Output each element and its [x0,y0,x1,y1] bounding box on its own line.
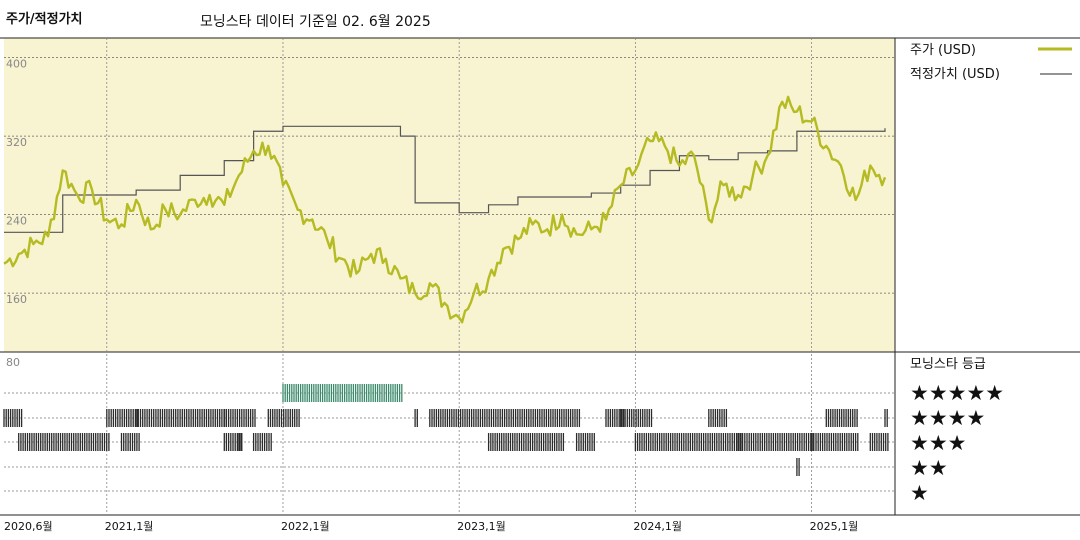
rating-band [3,409,23,427]
rating-band [223,433,243,451]
rating-band [487,433,565,451]
rating-band [737,433,814,451]
price-line [3,95,887,324]
y-tick-label: 320 [6,136,27,149]
rating-band [620,409,653,427]
rating-band [267,409,300,427]
rating-band [120,433,140,451]
rating-level-stars: ★ [910,481,929,505]
rating-band [429,409,581,427]
x-tick-label: 2021,1월 [105,520,154,533]
rating-band [252,433,272,451]
rating-band [825,409,858,427]
rating-band [106,409,139,427]
rating-band [18,433,110,451]
x-axis-ticks: 2020,6월 2021,1월 2022,1월 2023,1월 2024,1월 2025,… [4,520,858,533]
rating-band [238,433,242,451]
rating-bands [3,384,895,492]
legend-fair-value-label: 적정가치 (USD) [910,67,1000,82]
rating-band [634,433,742,451]
plot-background [4,38,895,352]
series-layer [3,95,887,324]
data-date-label: 모닝스타 데이터 기준일 02. 6월 2025 [200,14,431,30]
rating-level-stars: ★★★★ [910,406,985,430]
y-tick-label: 400 [6,58,27,71]
rating-band [605,409,625,427]
rating-band [575,433,595,451]
rating-level-stars: ★★★ [910,431,966,455]
x-tick-label: 2025,1월 [810,520,859,533]
rating-band [869,433,889,451]
chart-frame [0,37,1080,516]
x-tick-label: 2023,1월 [457,520,506,533]
rating-band [223,409,256,427]
rating-band [810,433,859,451]
legend: 주가 (USD) 적정가치 (USD) [910,43,1072,82]
fair-value-line [4,125,886,233]
x-tick-label: 2024,1월 [633,520,682,533]
y-tick-label: 80 [6,356,20,369]
rating-panel-title: 모닝스타 등급 [910,357,986,372]
rating-band [135,409,227,427]
y-axis-ticks: 400 320 240 160 80 [6,58,27,369]
rating-legend: 모닝스타 등급 ★★★★★★★★★★★★★★★ [910,357,1004,505]
x-tick-label: 2022,1월 [281,520,330,533]
y-tick-label: 240 [6,215,27,228]
legend-price-label: 주가 (USD) [910,43,976,58]
rating-band [708,409,728,427]
x-tick-label: 2020,6월 [4,520,53,533]
chart-title: 주가/적정가치 [6,12,83,27]
y-tick-label: 160 [6,293,27,306]
rating-level-stars: ★★★★★ [910,381,1004,405]
rating-band [884,409,888,427]
rating-band [414,409,418,427]
rating-band [796,458,800,476]
rating-level-stars: ★★ [910,456,948,480]
rating-band [282,384,403,402]
